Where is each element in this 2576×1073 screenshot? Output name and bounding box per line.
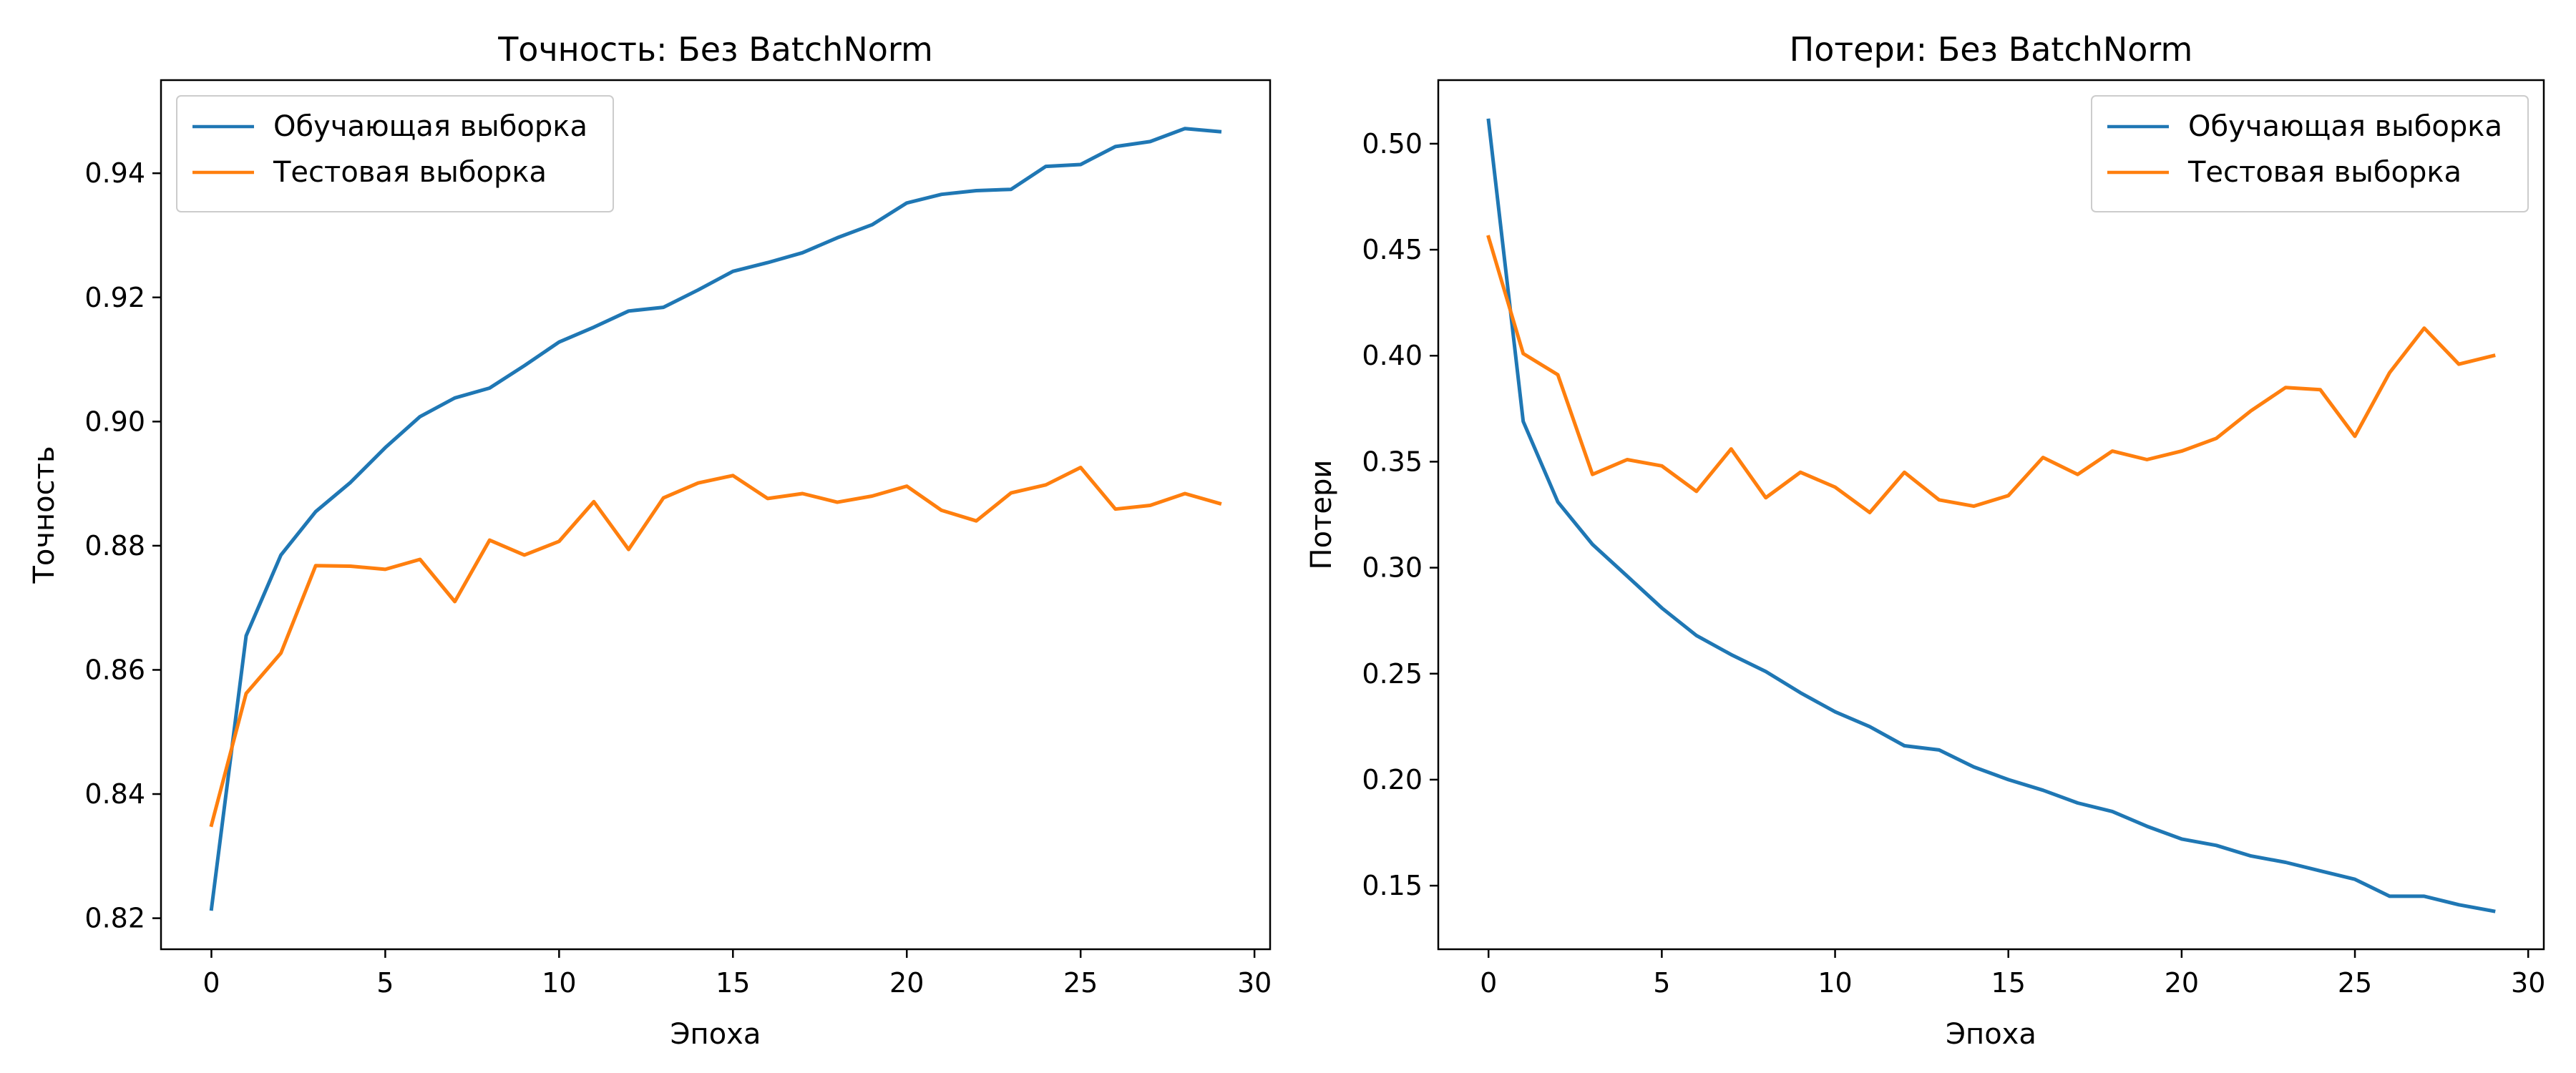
plot-frame xyxy=(1437,79,2545,951)
plot-frame xyxy=(160,79,1272,951)
x-tick-label: 30 xyxy=(1237,967,1272,999)
series-line-test xyxy=(1486,235,2496,514)
x-tick-label: 20 xyxy=(889,967,924,999)
x-tick-label: 5 xyxy=(376,967,394,999)
y-tick-label: 0.35 xyxy=(1362,446,1423,477)
legend-label-train: Обучающая выборка xyxy=(273,110,587,143)
series-line-train xyxy=(1486,118,2496,913)
y-tick-label: 0.92 xyxy=(84,282,145,313)
x-tick-label: 25 xyxy=(1063,967,1098,999)
y-tick-label: 0.82 xyxy=(84,903,145,934)
x-tick-label: 0 xyxy=(1480,967,1497,999)
loss-chart: Потери: Без BatchNorm Эпоха Потери 0 5 10 1… xyxy=(1305,30,2545,1051)
axis-ticks: 0 5 10 15 20 25 30 0.82 0.84 0.86 0.88 0.90 0.92 0.94 xyxy=(84,157,1272,999)
y-tick-label: 0.86 xyxy=(84,654,145,685)
y-tick-label: 0.45 xyxy=(1362,234,1423,265)
legend-label-test: Тестовая выборка xyxy=(273,156,547,189)
x-tick-label: 10 xyxy=(1818,967,1852,999)
y-tick-label: 0.25 xyxy=(1362,658,1423,690)
y-tick-label: 0.84 xyxy=(84,778,145,810)
x-tick-label: 30 xyxy=(2511,967,2545,999)
plot-lines xyxy=(1486,118,2496,913)
legend-box xyxy=(2091,95,2529,212)
x-tick-label: 10 xyxy=(542,967,576,999)
x-axis-label: Эпоха xyxy=(1946,1018,2036,1051)
y-tick-label: 0.40 xyxy=(1362,340,1423,371)
axis-ticks: 0 5 10 15 20 25 30 0.15 0.20 0.25 0.30 0.35 0.40 0.45… xyxy=(1362,128,2545,999)
y-tick-label: 0.88 xyxy=(84,530,145,562)
legend-label-train: Обучающая выборка xyxy=(2188,110,2502,143)
y-axis-label: Потери xyxy=(1305,460,1338,570)
legend-label-test: Тестовая выборка xyxy=(2187,156,2462,189)
y-tick-label: 0.20 xyxy=(1362,764,1423,795)
x-tick-label: 0 xyxy=(203,967,220,999)
x-tick-label: 15 xyxy=(716,967,750,999)
accuracy-chart: Точность: Без BatchNorm Эпоха Точность 0… xyxy=(28,30,1272,1051)
chart-title: Точность: Без BatchNorm xyxy=(497,30,933,69)
legend: Обучающая выборка Тестовая выборка xyxy=(176,95,614,212)
x-tick-label: 25 xyxy=(2338,967,2372,999)
x-tick-label: 5 xyxy=(1653,967,1670,999)
y-tick-label: 0.90 xyxy=(84,406,145,437)
x-tick-label: 20 xyxy=(2165,967,2199,999)
series-line-test xyxy=(209,466,1222,828)
x-axis-label: Эпоха xyxy=(670,1018,761,1051)
legend: Обучающая выборка Тестовая выборка xyxy=(2091,95,2529,212)
y-tick-label: 0.15 xyxy=(1362,870,1423,901)
chart-title: Потери: Без BatchNorm xyxy=(1790,30,2193,69)
legend-box xyxy=(176,95,614,212)
y-axis-label: Точность xyxy=(28,446,61,584)
x-tick-label: 15 xyxy=(1991,967,2026,999)
y-tick-label: 0.30 xyxy=(1362,552,1423,584)
series-line-train xyxy=(209,127,1222,911)
y-tick-label: 0.94 xyxy=(84,157,145,189)
plot-lines xyxy=(209,127,1222,911)
y-tick-label: 0.50 xyxy=(1362,128,1423,160)
